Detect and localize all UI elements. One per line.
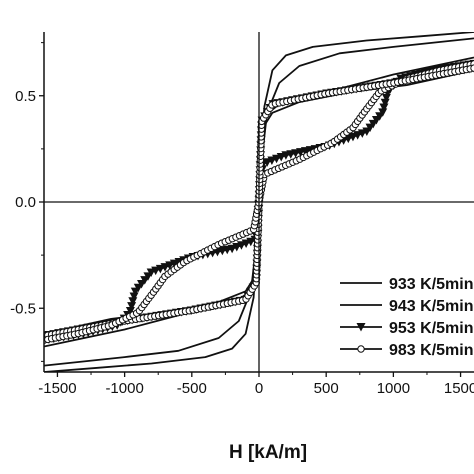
y-tick-label: -0.5 — [10, 300, 36, 317]
data-point-953-k-5min — [127, 302, 137, 311]
data-point-953-k-5min — [379, 103, 389, 113]
legend-label: 933 K/5min — [389, 276, 473, 293]
data-point-953-k-5min — [129, 292, 139, 301]
series-983-k-5min — [44, 60, 474, 344]
data-point-953-k-5min — [128, 297, 138, 306]
legend: 933 K/5min 943 K/5min 953 K/5min 983 K/5min — [340, 276, 473, 359]
legend-item-943-k-5min: 943 K/5min — [340, 298, 473, 315]
curves-layer — [44, 32, 474, 372]
x-axis-title: H [kA/m] — [229, 442, 307, 463]
data-point-953-k-5min — [125, 306, 135, 316]
x-tick-label: 0 — [255, 380, 263, 397]
y-tick-label: 0.5 — [15, 88, 36, 105]
legend-marker — [357, 345, 365, 353]
legend-item-933-k-5min: 933 K/5min — [340, 276, 473, 293]
x-tick-label: -1000 — [105, 380, 143, 397]
x-tick-label: 1000 — [377, 380, 410, 397]
legend-label: 943 K/5min — [389, 298, 473, 315]
x-tick-label: 500 — [314, 380, 339, 397]
legend-label: 953 K/5min — [389, 320, 473, 337]
y-tick-label: 0.0 — [15, 194, 36, 211]
ticks-layer: -1500 -1000 -500 0 500 1000 1500 0.5 0.0 -0.5 — [10, 42, 474, 397]
x-tick-label: -500 — [177, 380, 207, 397]
data-point-953-k-5min — [380, 98, 390, 108]
legend-item-983-k-5min: 983 K/5min — [340, 342, 473, 359]
legend-label: 983 K/5min — [389, 342, 473, 359]
legend-marker — [356, 323, 366, 332]
data-point-953-k-5min — [378, 108, 388, 117]
x-tick-label: 1500 — [444, 380, 474, 397]
data-point-953-k-5min — [381, 93, 391, 103]
legend-item-953-k-5min: 953 K/5min — [340, 320, 473, 337]
x-tick-label: -1500 — [38, 380, 76, 397]
